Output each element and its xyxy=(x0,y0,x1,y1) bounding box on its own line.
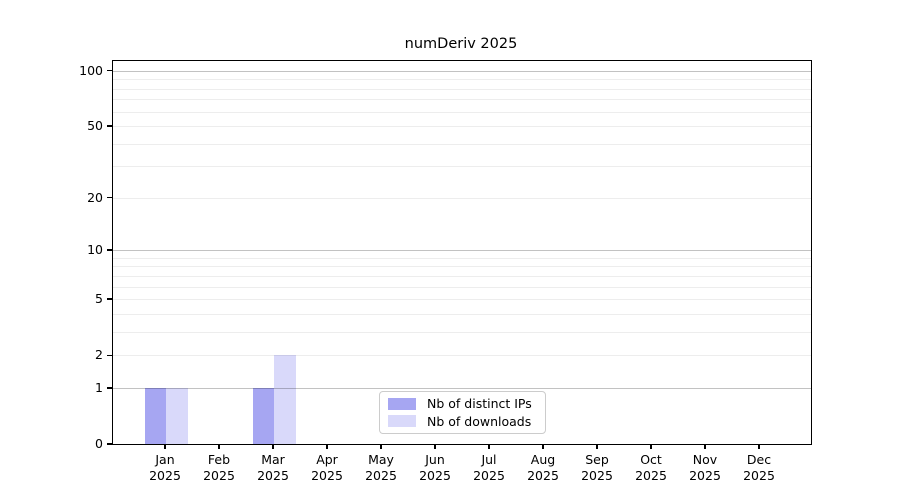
x-tick-jan xyxy=(164,444,166,449)
x-tick-may xyxy=(380,444,382,449)
month-year: 2025 xyxy=(527,467,559,483)
month-name: Dec xyxy=(746,452,772,467)
bar-downloads-mar xyxy=(274,355,296,444)
gridline-minor-7 xyxy=(113,275,811,277)
x-tick-label-oct: Oct 2025 xyxy=(619,452,683,483)
y-tick-label-2: 2 xyxy=(95,347,103,363)
gridline-major-10 xyxy=(113,250,811,252)
y-tick-label-1: 1 xyxy=(95,379,103,395)
month-name: Apr xyxy=(316,452,338,467)
bar-downloads-jan xyxy=(166,387,188,444)
y-tick-label-100: 100 xyxy=(79,62,103,78)
month-year: 2025 xyxy=(635,467,667,483)
y-tick-100 xyxy=(106,70,112,72)
legend-swatch-distinct-ips xyxy=(388,397,416,410)
month-name: Mar xyxy=(261,452,285,467)
x-tick-label-aug: Aug 2025 xyxy=(511,452,575,483)
x-tick-oct xyxy=(650,444,652,449)
y-tick-label-20: 20 xyxy=(87,189,103,205)
bar-distinct-ips-jan xyxy=(144,387,166,444)
month-name: Oct xyxy=(640,452,662,467)
month-name: Jun xyxy=(425,452,445,467)
month-year: 2025 xyxy=(311,467,343,483)
gridline-minor-60 xyxy=(113,111,811,113)
x-tick-label-apr: Apr 2025 xyxy=(295,452,359,483)
x-tick-label-mar: Mar 2025 xyxy=(241,452,305,483)
x-tick-sep xyxy=(596,444,598,449)
gridline-minor-30 xyxy=(113,166,811,168)
chart-title: numDeriv 2025 xyxy=(404,36,518,52)
legend-swatch-downloads xyxy=(388,415,416,428)
month-name: Jan xyxy=(155,452,175,467)
gridline-minor-80 xyxy=(113,88,811,90)
legend-label-distinct-ips: Nb of distinct IPs xyxy=(427,396,532,412)
y-tick-label-50: 50 xyxy=(87,118,103,133)
gridline-minor-50 xyxy=(113,126,811,127)
x-tick-label-nov: Nov 2025 xyxy=(673,452,737,483)
x-tick-aug xyxy=(542,444,544,449)
y-tick-label-0: 0 xyxy=(95,436,103,451)
month-name: Sep xyxy=(585,452,609,467)
x-tick-apr xyxy=(326,444,328,449)
month-name: Aug xyxy=(530,452,556,467)
month-year: 2025 xyxy=(419,467,451,483)
x-tick-feb xyxy=(218,444,220,449)
gridline-minor-6 xyxy=(113,286,811,288)
gridline-minor-70 xyxy=(113,99,811,101)
y-tick-2 xyxy=(106,354,112,356)
x-tick-nov xyxy=(704,444,706,449)
y-tick-10 xyxy=(106,249,112,251)
y-tick-1 xyxy=(106,387,112,389)
y-tick-20 xyxy=(106,197,112,199)
gridline-major-100 xyxy=(113,70,811,72)
month-year: 2025 xyxy=(149,467,181,483)
gridline-minor-2 xyxy=(113,355,811,357)
y-tick-50 xyxy=(106,125,112,127)
legend-label-downloads: Nb of downloads xyxy=(427,413,532,429)
gridline-minor-90 xyxy=(113,79,811,81)
month-name: Nov xyxy=(692,452,718,467)
gridline-minor-40 xyxy=(113,143,811,145)
legend-item-distinct-ips: Nb of distinct IPs xyxy=(388,396,537,411)
x-tick-jun xyxy=(434,444,436,449)
legend-item-downloads: Nb of downloads xyxy=(388,414,537,429)
y-tick-label-10: 10 xyxy=(87,242,103,258)
bar-distinct-ips-mar xyxy=(252,387,274,444)
x-tick-label-sep: Sep 2025 xyxy=(565,452,629,483)
gridline-minor-4 xyxy=(113,313,811,315)
plot-area: 0 1 2 5 10 20 50 100 Jan 2025 Feb 2025 Mar 2025 Apr 202… xyxy=(79,60,812,483)
x-tick-mar xyxy=(272,444,274,449)
month-year: 2025 xyxy=(743,467,775,483)
gridline-minor-3 xyxy=(113,331,811,333)
x-tick-dec xyxy=(758,444,760,449)
x-tick-label-jul: Jul 2025 xyxy=(457,452,521,483)
x-tick-label-feb: Feb 2025 xyxy=(187,452,251,483)
gridline-minor-5 xyxy=(113,299,811,301)
x-tick-jul xyxy=(488,444,490,449)
month-year: 2025 xyxy=(257,467,289,483)
x-tick-label-may: May 2025 xyxy=(349,452,413,483)
month-name: Feb xyxy=(207,452,231,467)
y-tick-0 xyxy=(106,443,112,445)
month-year: 2025 xyxy=(473,467,505,483)
y-tick-label-5: 5 xyxy=(95,291,103,307)
month-name: Jul xyxy=(481,452,497,467)
month-year: 2025 xyxy=(581,467,613,483)
gridline-minor-9 xyxy=(113,257,811,259)
gridline-minor-8 xyxy=(113,266,811,268)
y-tick-5 xyxy=(106,298,112,300)
x-tick-label-dec: Dec 2025 xyxy=(727,452,791,483)
month-year: 2025 xyxy=(203,467,235,483)
gridline-major-1 xyxy=(113,387,811,389)
gridline-minor-20 xyxy=(113,197,811,199)
x-tick-label-jun: Jun 2025 xyxy=(403,452,467,483)
month-year: 2025 xyxy=(365,467,397,483)
month-name: May xyxy=(368,452,394,467)
x-tick-label-jan: Jan 2025 xyxy=(133,452,197,483)
month-year: 2025 xyxy=(689,467,721,483)
legend: Nb of distinct IPs Nb of downloads xyxy=(379,391,546,434)
